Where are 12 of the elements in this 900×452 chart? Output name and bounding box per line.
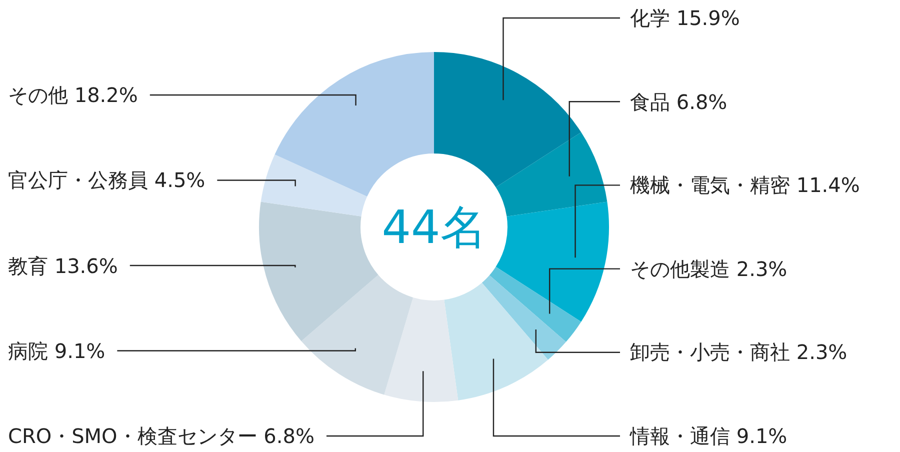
slice-label: 卸売・小売・商社 2.3% [630, 340, 848, 364]
slice-label: その他製造 2.3% [630, 256, 788, 281]
slice-label: 病院 9.1% [8, 338, 106, 363]
slice-label: 化学 15.9% [630, 6, 740, 30]
slice-label: 食品 6.8% [630, 90, 728, 114]
slice-label: その他 18.2% [8, 83, 138, 107]
slice-label: 官公庁・公務員 4.5% [8, 168, 206, 192]
slice-label: 情報・通信 9.1% [630, 424, 788, 448]
text: 44名 [380, 199, 488, 256]
slice-label: 機械・電気・精密 11.4% [630, 173, 860, 198]
slice-label: 教育 13.6% [8, 254, 118, 278]
slice-label: CRO・SMO・検査センター 6.8% [8, 424, 314, 448]
